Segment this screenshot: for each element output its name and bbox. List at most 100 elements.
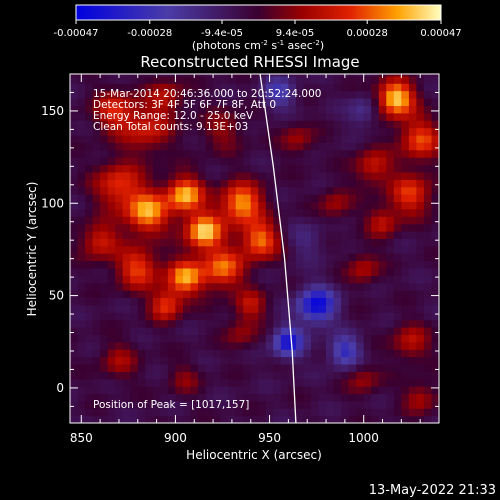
heatmap-cell [431, 408, 439, 417]
heatmap-cell [371, 341, 380, 350]
heatmap-cell [393, 142, 402, 151]
heatmap-cell [175, 98, 184, 106]
heatmap-cell [205, 386, 214, 395]
heatmap-cell [356, 327, 365, 335]
heatmap-cell [160, 105, 169, 114]
heatmap-cell [348, 349, 357, 358]
heatmap-cell [333, 90, 342, 99]
heatmap-cell [85, 120, 94, 129]
heatmap-cell [235, 400, 244, 409]
heatmap-cell [333, 319, 342, 328]
heatmap-cell [401, 253, 410, 262]
heatmap-cell [250, 290, 259, 298]
heatmap-cell [363, 267, 372, 276]
heatmap-cell [311, 142, 320, 151]
heatmap-cell [220, 282, 229, 291]
heatmap-cell [190, 400, 199, 409]
heatmap-cell [70, 334, 79, 343]
heatmap-cell [107, 371, 116, 380]
heatmap-cell [235, 363, 244, 372]
heatmap-cell [77, 105, 86, 114]
heatmap-cell [100, 363, 109, 372]
heatmap-cell [205, 275, 214, 284]
heatmap-cell [265, 386, 274, 395]
heatmap-cell [228, 149, 237, 158]
heatmap-cell [295, 142, 304, 151]
heatmap-cell [77, 90, 86, 99]
heatmap-cell [175, 334, 184, 343]
heatmap-cell [311, 408, 320, 417]
heatmap-cell [205, 74, 214, 77]
heatmap-cell [85, 319, 94, 328]
heatmap-cell [160, 312, 169, 321]
heatmap-cell [303, 245, 312, 254]
heatmap-cell [130, 157, 139, 166]
heatmap-cell [137, 408, 146, 417]
heatmap-cell [228, 164, 237, 173]
heatmap-cell [265, 408, 274, 417]
heatmap-cell [77, 186, 86, 195]
heatmap-cell [100, 327, 109, 335]
heatmap-cell [183, 341, 192, 350]
heatmap-cell [288, 282, 297, 291]
heatmap-cell [401, 194, 410, 202]
heatmap-cell [258, 319, 267, 328]
heatmap-cell [371, 238, 380, 247]
heatmap-cell [92, 120, 101, 129]
heatmap-cell [363, 341, 372, 350]
heatmap-cell [213, 400, 222, 409]
heatmap-cell [295, 267, 304, 276]
heatmap-cell [107, 363, 116, 372]
heatmap-cell [152, 238, 161, 247]
heatmap-cell [145, 282, 154, 291]
heatmap-cell [160, 371, 169, 380]
heatmap-cell [152, 282, 161, 291]
heatmap-cell [303, 164, 312, 173]
heatmap-cell [160, 290, 169, 298]
heatmap-cell [386, 290, 395, 298]
heatmap-cell [235, 408, 244, 417]
heatmap-cell [363, 171, 372, 180]
heatmap-cell [183, 260, 192, 269]
heatmap-cell [70, 208, 79, 217]
heatmap-cell [220, 149, 229, 158]
heatmap-cell [198, 216, 207, 225]
heatmap-cell [318, 238, 327, 247]
heatmap-cell [152, 260, 161, 269]
heatmap-cell [160, 134, 169, 143]
heatmap-cell [393, 98, 402, 106]
heatmap-cell [145, 112, 154, 121]
heatmap-cell [115, 349, 124, 358]
heatmap-cell [341, 290, 350, 298]
heatmap-cell [213, 75, 222, 84]
heatmap-cell [363, 253, 372, 262]
heatmap-cell [183, 312, 192, 321]
heatmap-cell [250, 83, 259, 92]
heatmap-cell [408, 186, 417, 195]
heatmap-cell [311, 231, 320, 239]
heatmap-cell [92, 356, 101, 365]
heatmap-cell [311, 297, 320, 306]
heatmap-cell [258, 90, 267, 99]
heatmap-cell [288, 216, 297, 225]
info-line-time: 15-Mar-2014 20:46:36.000 to 20:52:24.000 [93, 88, 321, 100]
heatmap-cell [393, 186, 402, 195]
heatmap-cell [85, 201, 94, 210]
heatmap-cell [431, 312, 439, 321]
heatmap-cell [333, 75, 342, 84]
heatmap-cell [431, 216, 439, 225]
heatmap-cell [371, 186, 380, 195]
heatmap-cell [190, 341, 199, 350]
heatmap-cell [152, 120, 161, 129]
heatmap-cell [273, 105, 282, 114]
heatmap-cell [100, 231, 109, 239]
heatmap-cell [243, 290, 252, 298]
heatmap-cell [311, 253, 320, 262]
heatmap-cell [205, 415, 214, 423]
heatmap-cell [386, 312, 395, 321]
heatmap-cell [416, 290, 425, 298]
heatmap-cell [333, 363, 342, 372]
heatmap-cell [122, 371, 131, 380]
heatmap-cell [333, 231, 342, 239]
heatmap-cell [92, 253, 101, 262]
